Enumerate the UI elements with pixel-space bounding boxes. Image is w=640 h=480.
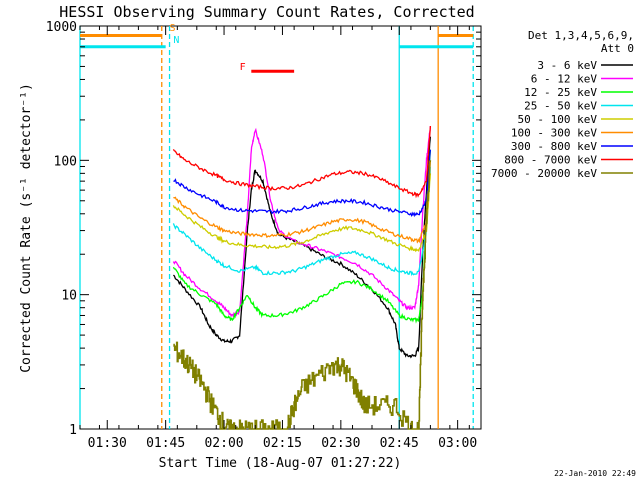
legend-label-25-50-kev: 25 - 50 keV [524, 100, 597, 113]
legend-title: Det 1,3,4,5,6,9, [528, 29, 634, 42]
x-tick-label-01-30: 01:30 [88, 436, 127, 451]
annotations: SN F [170, 23, 246, 73]
annotation-n: N [173, 35, 179, 46]
x-tick-label-01-45: 01:45 [146, 436, 185, 451]
series-12-25-kev [172, 149, 432, 324]
series-7000-20000-kev [173, 160, 432, 430]
x-axis: 01:30 01:45 02:00 02:15 02:30 02:45 03:00 [79, 26, 477, 451]
interval-marker-lines [79, 26, 474, 429]
series-3-6-kev [172, 136, 432, 359]
legend-label-50-100-kev: 50 - 100 keV [518, 113, 598, 126]
x-tick-label-03-00: 03:00 [438, 436, 477, 451]
x-tick-label-02-00: 02:00 [204, 436, 243, 451]
x-axis-label: Start Time (18-Aug-07 01:27:22) [159, 456, 402, 471]
series-6-12-kev [172, 125, 432, 318]
y-tick-label-10: 10 [61, 289, 77, 304]
annotation-s: S [170, 23, 176, 34]
y-axis-label: Corrected Count Rate (s⁻¹ detector⁻¹) [19, 83, 34, 373]
legend-label-100-300-kev: 100 - 300 keV [511, 127, 597, 140]
interval-bars [80, 33, 474, 73]
legend-label-300-800-kev: 300 - 800 keV [511, 140, 597, 153]
y-tick-label-100: 100 [54, 154, 77, 169]
legend-label-6-12-kev: 6 - 12 keV [531, 73, 598, 86]
legend-label-12-25-kev: 12 - 25 keV [524, 86, 597, 99]
legend-label-7000-20000-kev: 7000 - 20000 keV [491, 167, 597, 180]
series-800-7000-kev [172, 125, 432, 199]
legend-label-3-6-kev: 3 - 6 keV [537, 59, 597, 72]
series-50-100-kev [172, 173, 432, 253]
legend-label-800-7000-kev: 800 - 7000 keV [504, 154, 597, 167]
footer-date: 22-Jan-2010 22:49 [554, 469, 636, 478]
x-tick-label-02-15: 02:15 [263, 436, 302, 451]
x-tick-label-02-30: 02:30 [321, 436, 360, 451]
series-300-800-kev [173, 149, 432, 218]
legend-subtitle: Att 0 [601, 42, 634, 55]
series-25-50-kev [172, 166, 432, 277]
series-layer [172, 125, 432, 430]
y-tick-label-1: 1 [69, 423, 77, 438]
chart-title: HESSI Observing Summary Count Rates, Cor… [59, 3, 474, 21]
y-axis: 1 10 100 1000 [46, 20, 481, 438]
series-100-300-kev [173, 160, 432, 244]
annotation-f: F [240, 62, 246, 73]
x-tick-label-02-45: 02:45 [380, 436, 419, 451]
y-tick-label-1000: 1000 [46, 20, 77, 35]
